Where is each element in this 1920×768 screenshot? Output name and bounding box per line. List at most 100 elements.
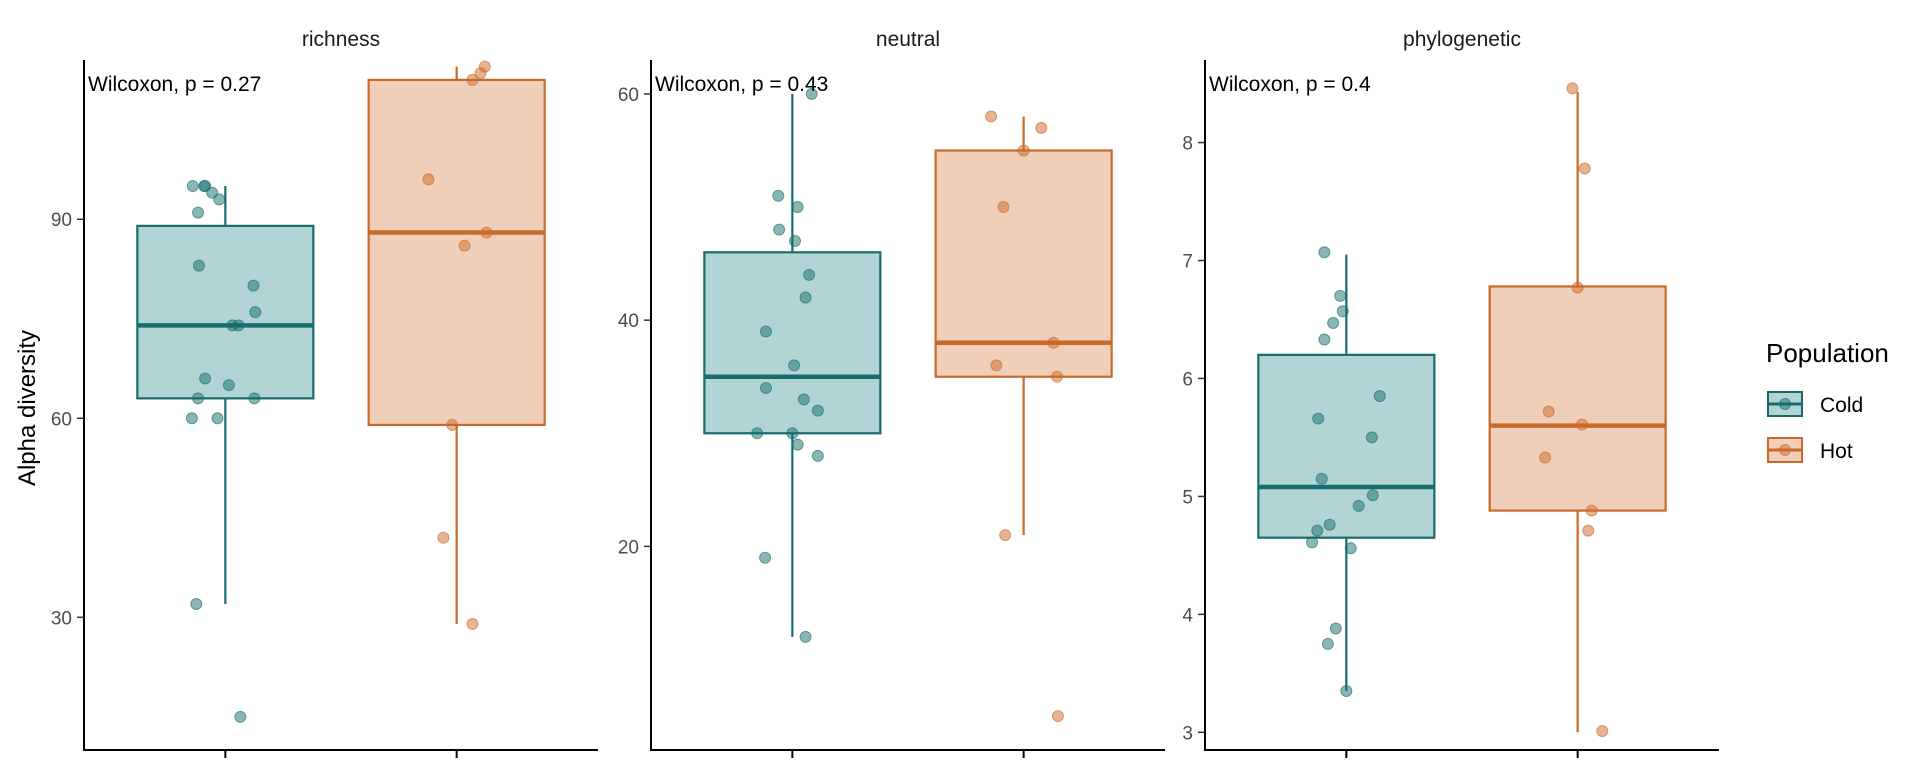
legend-key-point bbox=[1779, 444, 1791, 456]
box-hot bbox=[934, 110, 1113, 723]
data-point bbox=[458, 239, 471, 252]
y-tick-label: 30 bbox=[51, 608, 72, 629]
y-tick-label: 6 bbox=[1182, 369, 1193, 390]
legend-title: Population bbox=[1766, 338, 1889, 368]
data-point bbox=[1035, 121, 1048, 134]
data-point bbox=[1318, 333, 1331, 346]
data-point bbox=[1336, 305, 1349, 318]
data-point bbox=[192, 392, 205, 405]
data-point bbox=[1582, 524, 1595, 537]
y-tick-label: 20 bbox=[618, 537, 639, 558]
data-point bbox=[1539, 451, 1552, 464]
legend-item-cold: Cold bbox=[1767, 391, 1863, 417]
y-tick-label: 60 bbox=[51, 409, 72, 430]
y-tick-label: 60 bbox=[618, 85, 639, 106]
box-cold bbox=[1257, 246, 1436, 698]
data-point bbox=[799, 630, 812, 643]
data-point bbox=[797, 393, 810, 406]
data-point bbox=[185, 412, 198, 425]
data-point bbox=[466, 73, 479, 86]
data-point bbox=[786, 427, 799, 440]
data-point bbox=[480, 226, 493, 239]
data-point bbox=[788, 359, 801, 372]
data-point bbox=[1542, 405, 1555, 418]
data-point bbox=[234, 710, 247, 723]
data-point bbox=[985, 110, 998, 123]
panel-neutral: neutral 20 40 60 Wilcoxon, p = 0.43 bbox=[618, 28, 1165, 758]
data-point bbox=[1329, 622, 1342, 635]
legend-label: Cold bbox=[1820, 394, 1863, 417]
data-point bbox=[803, 268, 816, 281]
box-iqr bbox=[367, 78, 546, 427]
data-point bbox=[1323, 518, 1336, 531]
y-tick-label: 40 bbox=[618, 311, 639, 332]
box-cold bbox=[136, 180, 315, 723]
y-tick-label: 8 bbox=[1182, 134, 1193, 155]
panel-title: richness bbox=[302, 28, 380, 51]
legend-item-hot: Hot bbox=[1767, 437, 1853, 463]
legend: Population Cold Hot bbox=[1766, 338, 1889, 463]
panel-phylogenetic: phylogenetic 3 4 5 6 7 8 Wilcoxon, p = 0.4 bbox=[1182, 28, 1719, 758]
data-point bbox=[1327, 317, 1340, 330]
y-tick-label: 90 bbox=[51, 210, 72, 231]
data-point bbox=[759, 551, 772, 564]
data-point bbox=[772, 189, 785, 202]
plot-panels: richness 30 60 90 Wilcoxon, p = 0.27 neutral 2… bbox=[51, 28, 1719, 758]
data-point bbox=[759, 325, 772, 338]
data-point bbox=[1311, 524, 1324, 537]
data-point bbox=[1312, 412, 1325, 425]
data-point bbox=[759, 382, 772, 395]
legend-label: Hot bbox=[1820, 440, 1853, 463]
data-point bbox=[446, 418, 459, 431]
data-point bbox=[466, 617, 479, 630]
data-point bbox=[248, 392, 261, 405]
data-point bbox=[811, 404, 824, 417]
data-point bbox=[1365, 431, 1378, 444]
wilcoxon-label: Wilcoxon, p = 0.4 bbox=[1209, 73, 1371, 96]
data-point bbox=[249, 306, 262, 319]
wilcoxon-label: Wilcoxon, p = 0.43 bbox=[655, 73, 828, 96]
data-point bbox=[811, 449, 824, 462]
data-point bbox=[791, 438, 804, 451]
panel-title: neutral bbox=[876, 28, 940, 51]
data-point bbox=[1571, 281, 1584, 294]
box-iqr bbox=[703, 251, 882, 435]
wilcoxon-label: Wilcoxon, p = 0.27 bbox=[88, 73, 261, 96]
data-point bbox=[788, 234, 801, 247]
panel-title: phylogenetic bbox=[1403, 28, 1521, 51]
data-point bbox=[478, 60, 491, 73]
data-point bbox=[1566, 82, 1579, 95]
data-point bbox=[422, 173, 435, 186]
data-point bbox=[1315, 472, 1328, 485]
y-tick-label: 7 bbox=[1182, 252, 1193, 273]
data-point bbox=[1585, 504, 1598, 517]
box-iqr bbox=[1488, 285, 1667, 512]
data-point bbox=[791, 201, 804, 214]
data-point bbox=[192, 259, 205, 272]
data-point bbox=[1051, 370, 1064, 383]
data-point bbox=[186, 180, 199, 193]
data-point bbox=[1306, 536, 1319, 549]
data-point bbox=[1578, 162, 1591, 175]
y-tick-label: 4 bbox=[1182, 605, 1193, 626]
data-point bbox=[990, 359, 1003, 372]
panel-richness: richness 30 60 90 Wilcoxon, p = 0.27 bbox=[51, 28, 598, 758]
box-hot bbox=[1488, 82, 1667, 738]
data-point bbox=[1318, 246, 1331, 259]
data-point bbox=[213, 193, 226, 206]
data-point bbox=[805, 87, 818, 100]
data-point bbox=[1366, 489, 1379, 502]
data-point bbox=[232, 319, 245, 332]
data-point bbox=[1017, 144, 1030, 157]
data-point bbox=[799, 291, 812, 304]
data-point bbox=[1051, 710, 1064, 723]
data-point bbox=[222, 379, 235, 392]
data-point bbox=[997, 201, 1010, 214]
data-point bbox=[1047, 336, 1060, 349]
data-point bbox=[1344, 542, 1357, 555]
y-tick-label: 3 bbox=[1182, 723, 1193, 744]
box-cold bbox=[703, 87, 882, 643]
y-tick-label: 5 bbox=[1182, 487, 1193, 508]
data-point bbox=[1352, 499, 1365, 512]
